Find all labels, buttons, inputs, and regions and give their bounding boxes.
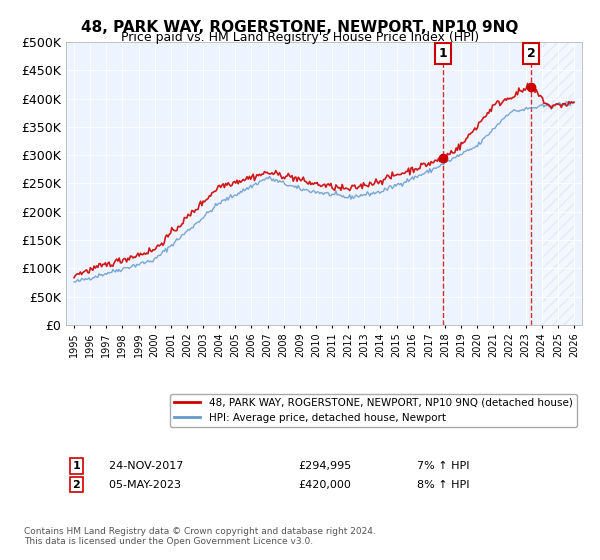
Text: £420,000: £420,000 (298, 479, 351, 489)
Text: 2: 2 (527, 47, 536, 60)
Text: 1: 1 (73, 461, 80, 471)
Text: 8% ↑ HPI: 8% ↑ HPI (417, 479, 469, 489)
Text: £294,995: £294,995 (298, 461, 352, 471)
Text: 7% ↑ HPI: 7% ↑ HPI (417, 461, 469, 471)
Text: 2: 2 (73, 479, 80, 489)
Text: 05-MAY-2023: 05-MAY-2023 (102, 479, 181, 489)
Legend: 48, PARK WAY, ROGERSTONE, NEWPORT, NP10 9NQ (detached house), HPI: Average price: 48, PARK WAY, ROGERSTONE, NEWPORT, NP10 … (170, 394, 577, 427)
Text: 48, PARK WAY, ROGERSTONE, NEWPORT, NP10 9NQ: 48, PARK WAY, ROGERSTONE, NEWPORT, NP10 … (82, 20, 518, 35)
Text: 1: 1 (439, 47, 448, 60)
Text: 24-NOV-2017: 24-NOV-2017 (102, 461, 184, 471)
Text: Contains HM Land Registry data © Crown copyright and database right 2024.
This d: Contains HM Land Registry data © Crown c… (24, 526, 376, 546)
Text: Price paid vs. HM Land Registry's House Price Index (HPI): Price paid vs. HM Land Registry's House … (121, 31, 479, 44)
